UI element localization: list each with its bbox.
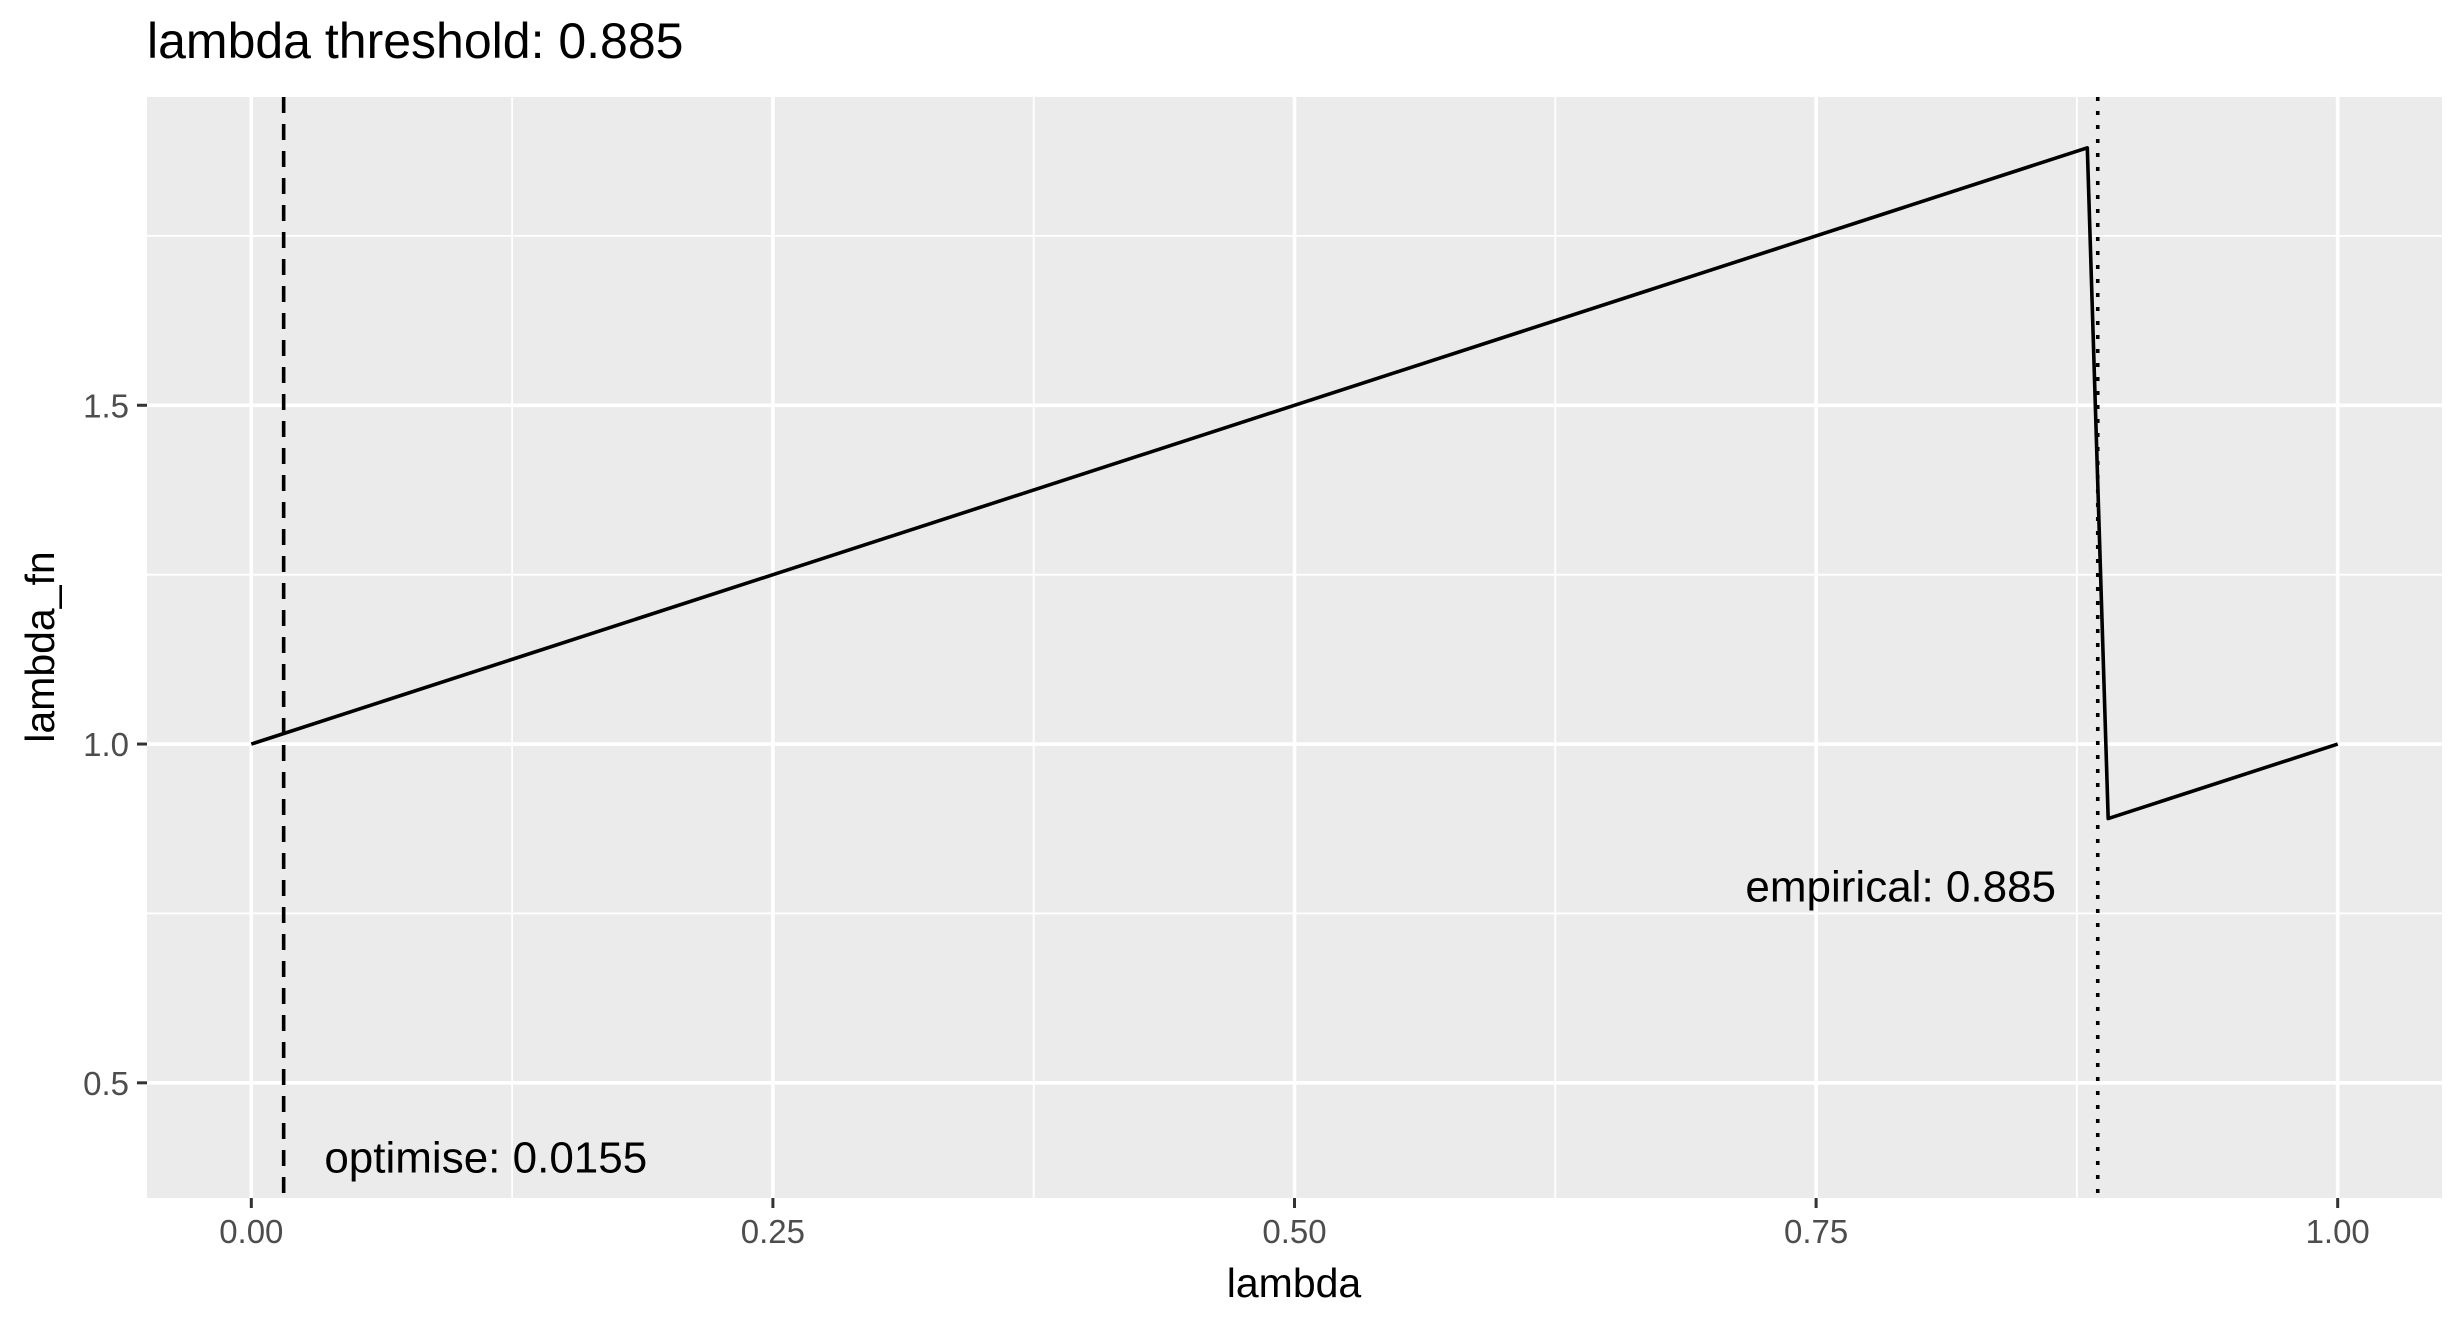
y-tick-label: 1.0 — [83, 726, 129, 763]
vertical-reference-lines — [281, 97, 2100, 1198]
chart-title: lambda threshold: 0.885 — [147, 13, 683, 69]
annotations: optimise: 0.0155 empirical: 0.885 — [324, 862, 2056, 1182]
annotation-label: optimise: 0.0155 — [324, 1133, 647, 1182]
x-axis: 0.00 0.25 0.50 0.75 1.00 — [219, 1198, 2370, 1250]
x-tick-label: 0.00 — [219, 1213, 283, 1250]
x-tick-label: 1.00 — [2306, 1213, 2370, 1250]
series-line — [250, 146, 2339, 821]
series-group — [250, 146, 2339, 821]
x-tick-label: 0.25 — [741, 1213, 805, 1250]
y-axis-title: lambda_fn — [17, 551, 63, 742]
y-axis: 0.5 1.0 1.5 — [83, 387, 147, 1102]
y-tick-label: 0.5 — [83, 1065, 129, 1102]
annotation-label: empirical: 0.885 — [1745, 862, 2056, 911]
y-tick-label: 1.5 — [83, 387, 129, 424]
x-tick-label: 0.50 — [1262, 1213, 1326, 1250]
x-tick-label: 0.75 — [1784, 1213, 1848, 1250]
x-axis-title: lambda — [1227, 1260, 1362, 1306]
